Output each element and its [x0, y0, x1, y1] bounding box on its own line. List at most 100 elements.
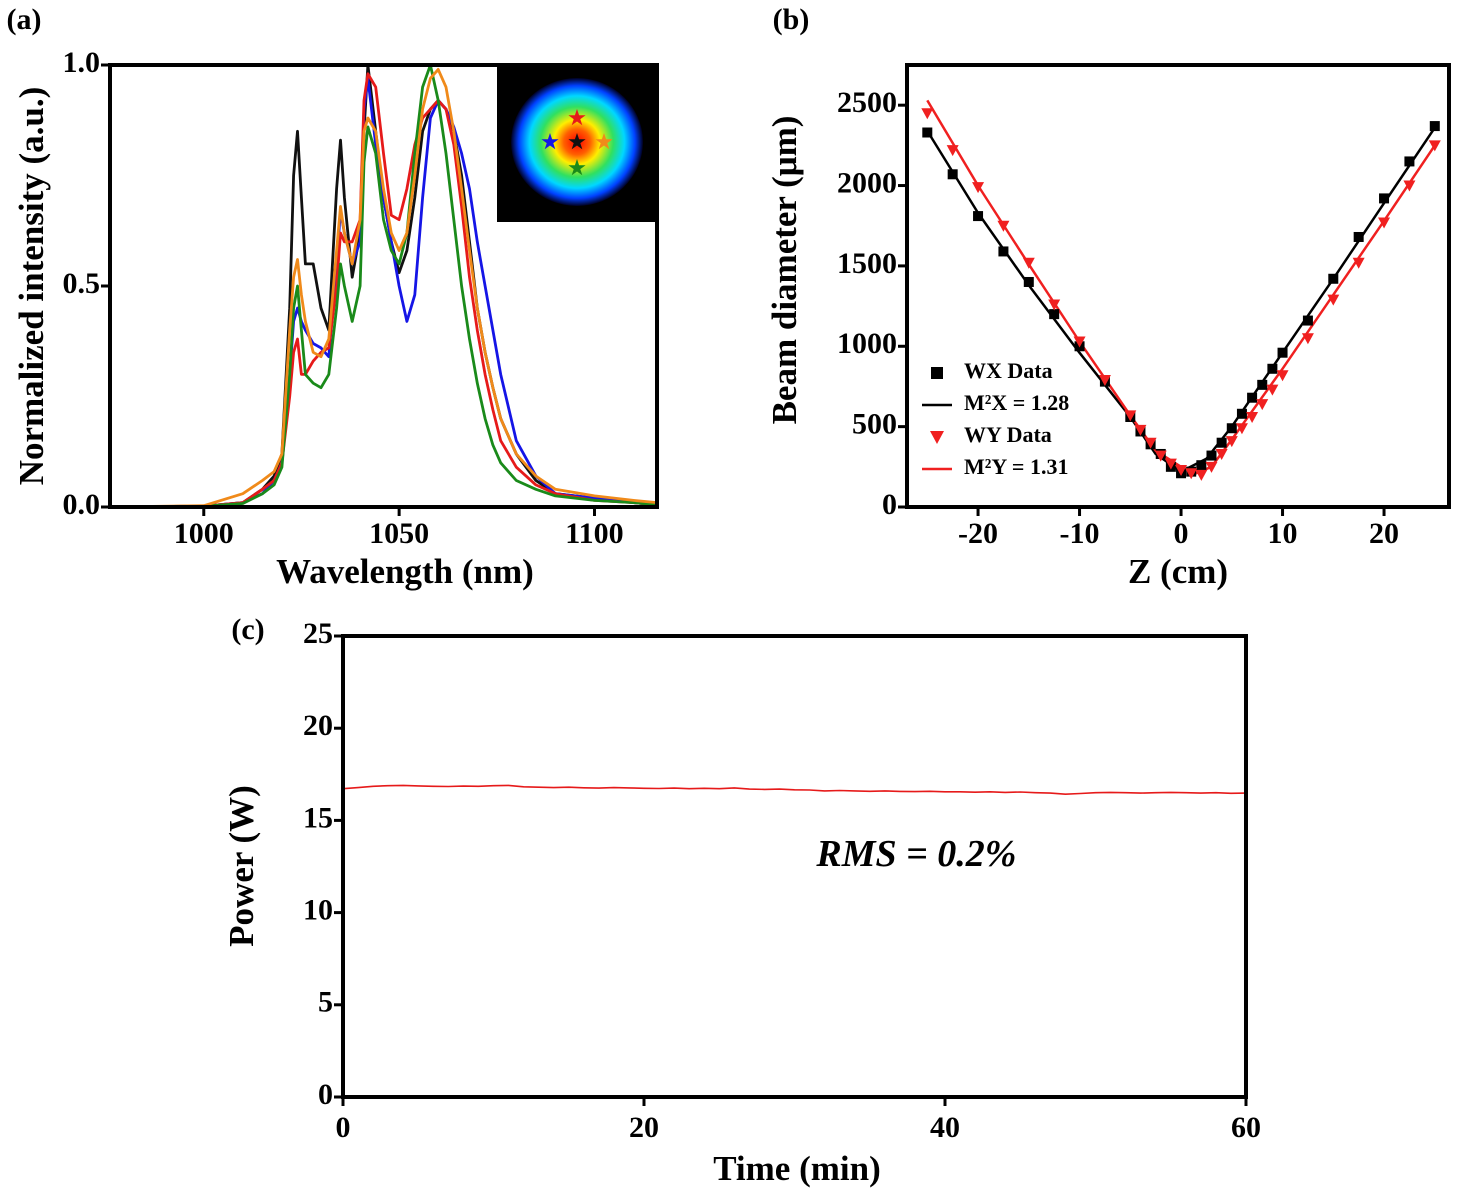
series-line [343, 784, 1246, 795]
data-point [1267, 363, 1278, 374]
panel-label: (c) [231, 613, 264, 646]
data-point [1164, 458, 1177, 470]
data-point [1154, 450, 1167, 462]
data-point [1205, 461, 1218, 473]
data-point [1144, 437, 1157, 449]
data-point [1049, 309, 1060, 320]
plot-area [343, 784, 1246, 795]
star-marker [595, 133, 613, 150]
data-point [1404, 156, 1415, 167]
x-tick-label: 1000 [174, 517, 234, 550]
data-point [1185, 468, 1198, 480]
x-axis-label: Time (min) [713, 1149, 881, 1188]
y-tick-label: 5 [318, 986, 333, 1019]
data-point [1353, 231, 1364, 242]
data-point [1403, 180, 1416, 192]
data-point [1195, 469, 1208, 481]
data-point [1429, 121, 1440, 132]
y-axis-label: Power (W) [222, 785, 261, 947]
data-point [1196, 460, 1207, 471]
x-tick-label: 20 [629, 1111, 659, 1144]
data-point [1257, 379, 1268, 390]
y-tick-label: 500 [852, 408, 897, 441]
y-tick-label: 0 [882, 488, 897, 521]
data-point [1175, 465, 1188, 477]
data-point [1216, 437, 1227, 448]
x-axis-label: Z (cm) [1128, 552, 1228, 591]
data-point [1236, 408, 1247, 419]
x-tick-label: 40 [930, 1111, 960, 1144]
legend-label: WX Data [964, 358, 1053, 383]
legend-label: WY Data [964, 422, 1052, 447]
star-marker [541, 133, 559, 150]
plot-frame [108, 63, 659, 509]
data-point [946, 145, 959, 157]
x-tick-label: 1100 [565, 517, 623, 550]
data-point [1246, 411, 1259, 423]
panel-label: (a) [7, 3, 42, 36]
y-tick-label: 15 [303, 801, 333, 834]
data-point [1379, 193, 1390, 204]
data-point [1302, 315, 1313, 326]
legend-label: M²X = 1.28 [964, 390, 1069, 415]
data-point [1328, 273, 1339, 284]
series-line [110, 65, 657, 507]
data-point [973, 211, 984, 222]
data-point [972, 182, 985, 194]
series-line [110, 68, 657, 507]
data-point [998, 246, 1009, 257]
x-axis-label: Wavelength (nm) [276, 552, 534, 591]
panel-label: (b) [773, 3, 810, 36]
y-tick-label: 2000 [837, 166, 897, 199]
data-point [922, 127, 933, 138]
y-tick-label: 10 [303, 893, 333, 926]
data-point [997, 220, 1010, 232]
data-point [921, 108, 934, 120]
star-marker [568, 133, 586, 150]
y-tick-label: 2500 [837, 86, 897, 119]
legend-symbol [931, 367, 943, 379]
y-tick-label: 1000 [837, 327, 897, 360]
plot-frame [341, 634, 1248, 1099]
y-tick-label: 1500 [837, 247, 897, 280]
data-point [1225, 436, 1238, 448]
data-point [1023, 276, 1034, 287]
series-line [926, 127, 1436, 473]
data-point [1266, 384, 1279, 396]
series-line [110, 72, 657, 507]
y-axis-label: Normalized intensity (a.u.) [12, 87, 51, 486]
y-tick-label: 0.5 [63, 267, 101, 300]
data-point [1098, 375, 1111, 387]
star-marker [568, 109, 586, 126]
y-tick-label: 20 [303, 709, 333, 742]
data-point [1428, 140, 1441, 152]
series-line [926, 99, 1436, 475]
x-tick-label: 10 [1268, 517, 1298, 550]
data-point [1215, 448, 1228, 460]
star-marker [568, 159, 586, 176]
plot-area [926, 99, 1436, 475]
data-point [1206, 450, 1217, 461]
y-axis-label: Beam diameter (μm) [765, 116, 804, 425]
x-tick-label: 20 [1369, 517, 1399, 550]
data-point [1327, 294, 1340, 306]
data-point [1352, 257, 1365, 269]
data-point [1134, 424, 1147, 436]
data-point [1378, 217, 1391, 229]
y-tick-label: 1.0 [63, 46, 101, 79]
data-point [1022, 257, 1035, 269]
data-point [1226, 423, 1237, 434]
x-tick-label: 60 [1231, 1111, 1261, 1144]
x-tick-label: 0 [336, 1111, 351, 1144]
data-point [1247, 392, 1258, 403]
data-point [1277, 347, 1288, 358]
data-point [1073, 336, 1086, 348]
data-point [1276, 370, 1289, 382]
data-point [1124, 410, 1137, 422]
legend-symbol [930, 431, 944, 444]
x-tick-label: 1050 [369, 517, 429, 550]
data-point [1235, 423, 1248, 435]
x-tick-label: -20 [958, 517, 998, 550]
y-tick-label: 0 [318, 1078, 333, 1111]
